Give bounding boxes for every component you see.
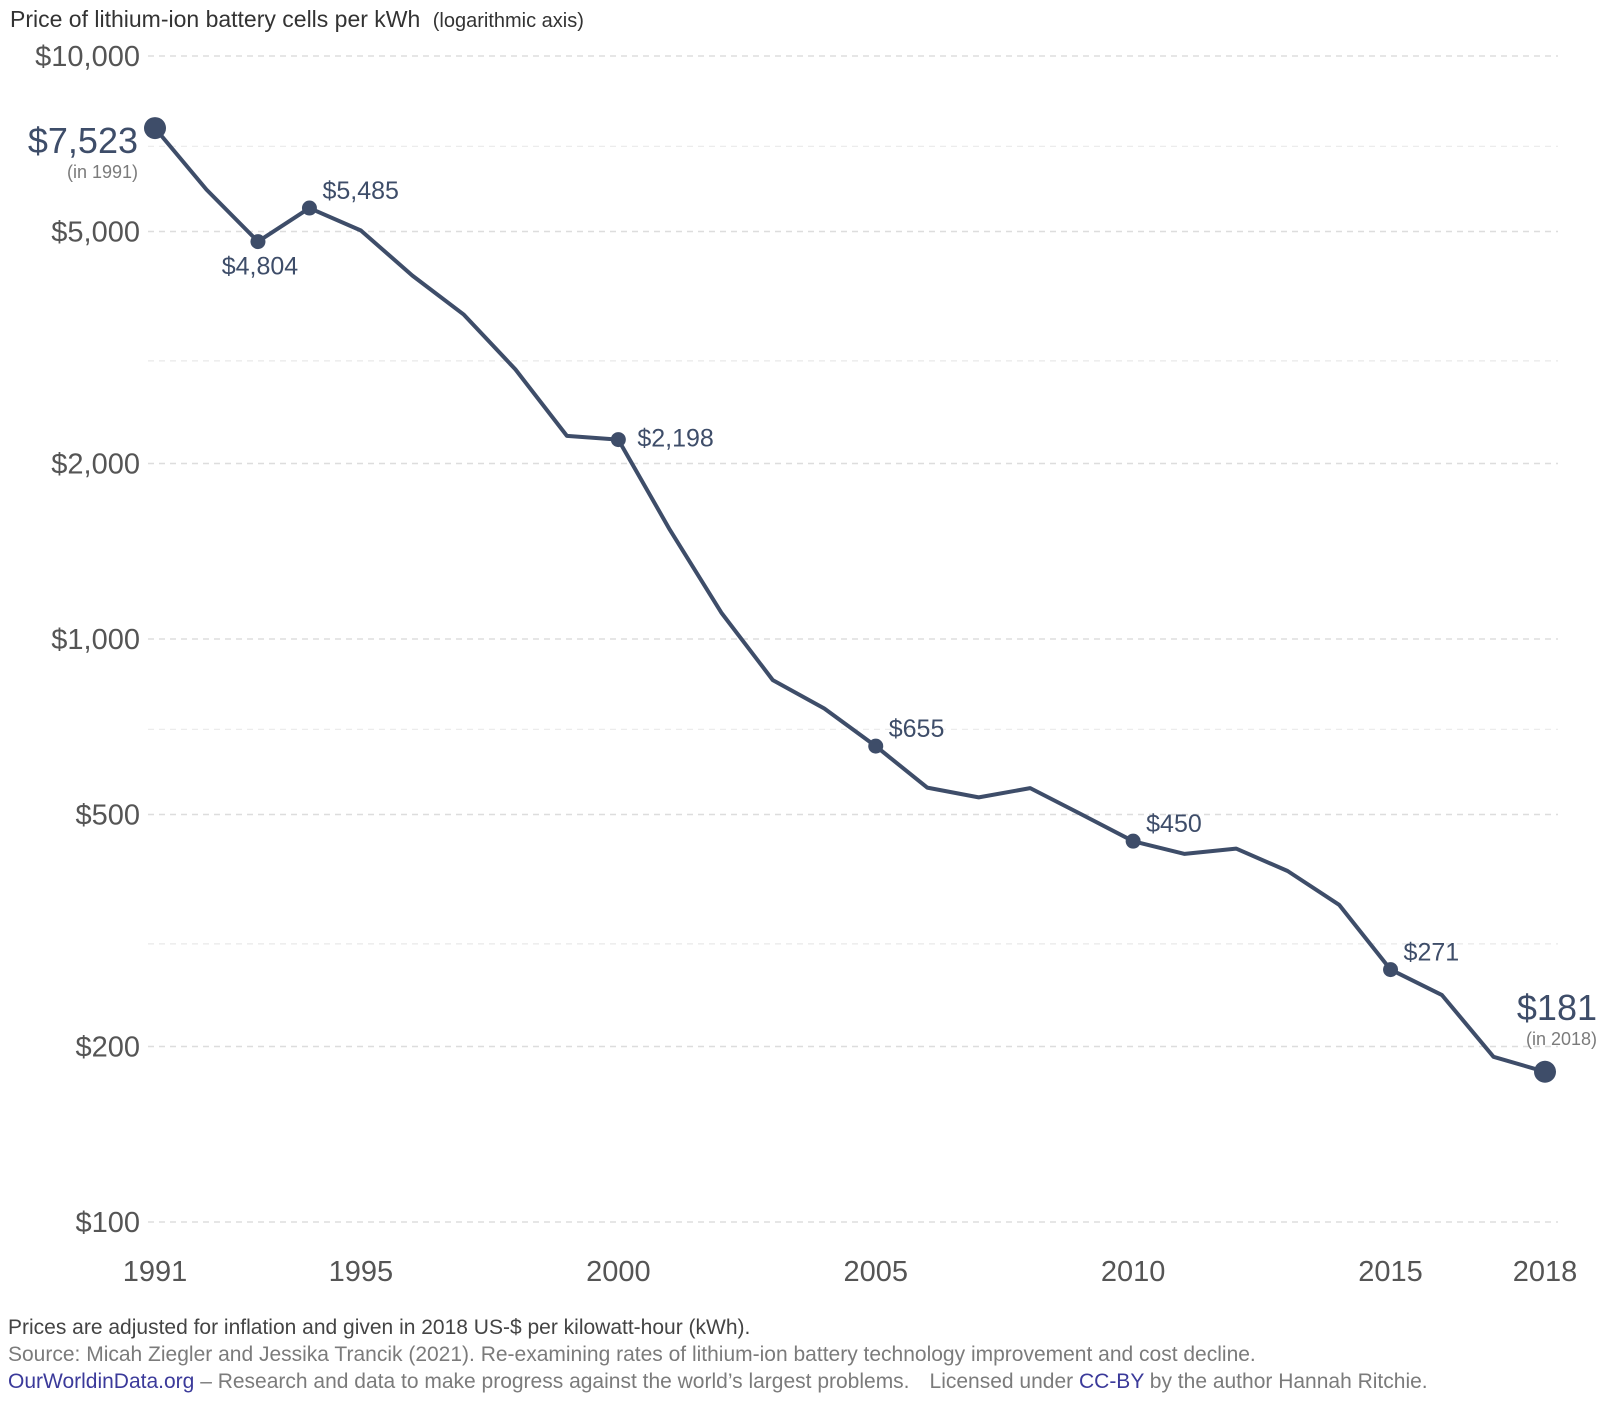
series-layer bbox=[153, 126, 1547, 1074]
data-point-marker bbox=[610, 432, 626, 448]
x-tick-label: 2018 bbox=[1513, 1256, 1578, 1288]
chart-title-suffix: (logarithmic axis) bbox=[433, 10, 584, 32]
footer-source: Source: Micah Ziegler and Jessika Tranci… bbox=[8, 1343, 1256, 1366]
y-tick-label: $200 bbox=[75, 1031, 140, 1063]
data-label: $7,523 bbox=[28, 120, 138, 161]
x-tick-label: 1991 bbox=[123, 1256, 188, 1288]
x-tick-label: 2010 bbox=[1101, 1256, 1166, 1288]
data-label-note: (in 2018) bbox=[1526, 1029, 1597, 1049]
data-label: $655 bbox=[889, 715, 945, 743]
x-tick-label: 2015 bbox=[1358, 1256, 1423, 1288]
gridlines bbox=[148, 55, 1558, 1223]
x-tick-label: 2005 bbox=[843, 1256, 908, 1288]
data-label: $450 bbox=[1146, 810, 1202, 838]
license-prefix: Licensed under bbox=[929, 1370, 1079, 1393]
data-label-note: (in 1991) bbox=[67, 162, 138, 182]
chart-title-main: Price of lithium-ion battery cells per k… bbox=[10, 6, 420, 32]
data-point-marker bbox=[1125, 833, 1141, 849]
data-point-marker bbox=[301, 200, 317, 216]
data-point-marker bbox=[1534, 1060, 1556, 1083]
license-suffix: by the author Hannah Ritchie. bbox=[1143, 1370, 1428, 1393]
footer-note: Prices are adjusted for inflation and gi… bbox=[8, 1316, 751, 1339]
x-tick-label: 2000 bbox=[586, 1256, 651, 1288]
footer-tagline: – Research and data to make progress aga… bbox=[194, 1370, 910, 1393]
data-point-marker bbox=[250, 234, 266, 250]
license-link[interactable]: CC-BY bbox=[1078, 1370, 1144, 1393]
y-tick-label: $1,000 bbox=[51, 624, 140, 656]
series-line bbox=[153, 126, 1547, 1074]
data-label: $4,804 bbox=[222, 253, 299, 281]
data-label: $181 bbox=[1517, 987, 1597, 1028]
data-point-marker bbox=[1383, 962, 1399, 978]
owid-link[interactable]: OurWorldinData.org bbox=[8, 1370, 195, 1393]
data-label: $2,198 bbox=[637, 425, 713, 453]
y-tick-label: $500 bbox=[75, 800, 140, 832]
chart-title: Price of lithium-ion battery cells per k… bbox=[10, 6, 584, 32]
y-axis: $10,000 $5,000 $2,000 $1,000 $500 $200 $100 bbox=[35, 41, 140, 1239]
footer-credits: OurWorldinData.org – Research and data t… bbox=[8, 1370, 1428, 1394]
annotations: $7,523(in 1991) $4,804 $5,485 $2,198 $655 $45… bbox=[28, 117, 1597, 1083]
y-tick-label: $100 bbox=[75, 1207, 140, 1239]
data-label: $271 bbox=[1404, 939, 1460, 967]
x-axis: 1991 1995 2000 2005 2010 2015 2018 bbox=[123, 1256, 1578, 1288]
y-tick-label: $5,000 bbox=[51, 217, 140, 249]
data-point-marker bbox=[868, 738, 884, 754]
data-label: $5,485 bbox=[322, 177, 398, 205]
x-tick-label: 1995 bbox=[329, 1256, 394, 1288]
y-tick-label: $2,000 bbox=[51, 448, 140, 480]
data-point-marker bbox=[144, 117, 166, 140]
y-tick-label: $10,000 bbox=[35, 41, 140, 73]
